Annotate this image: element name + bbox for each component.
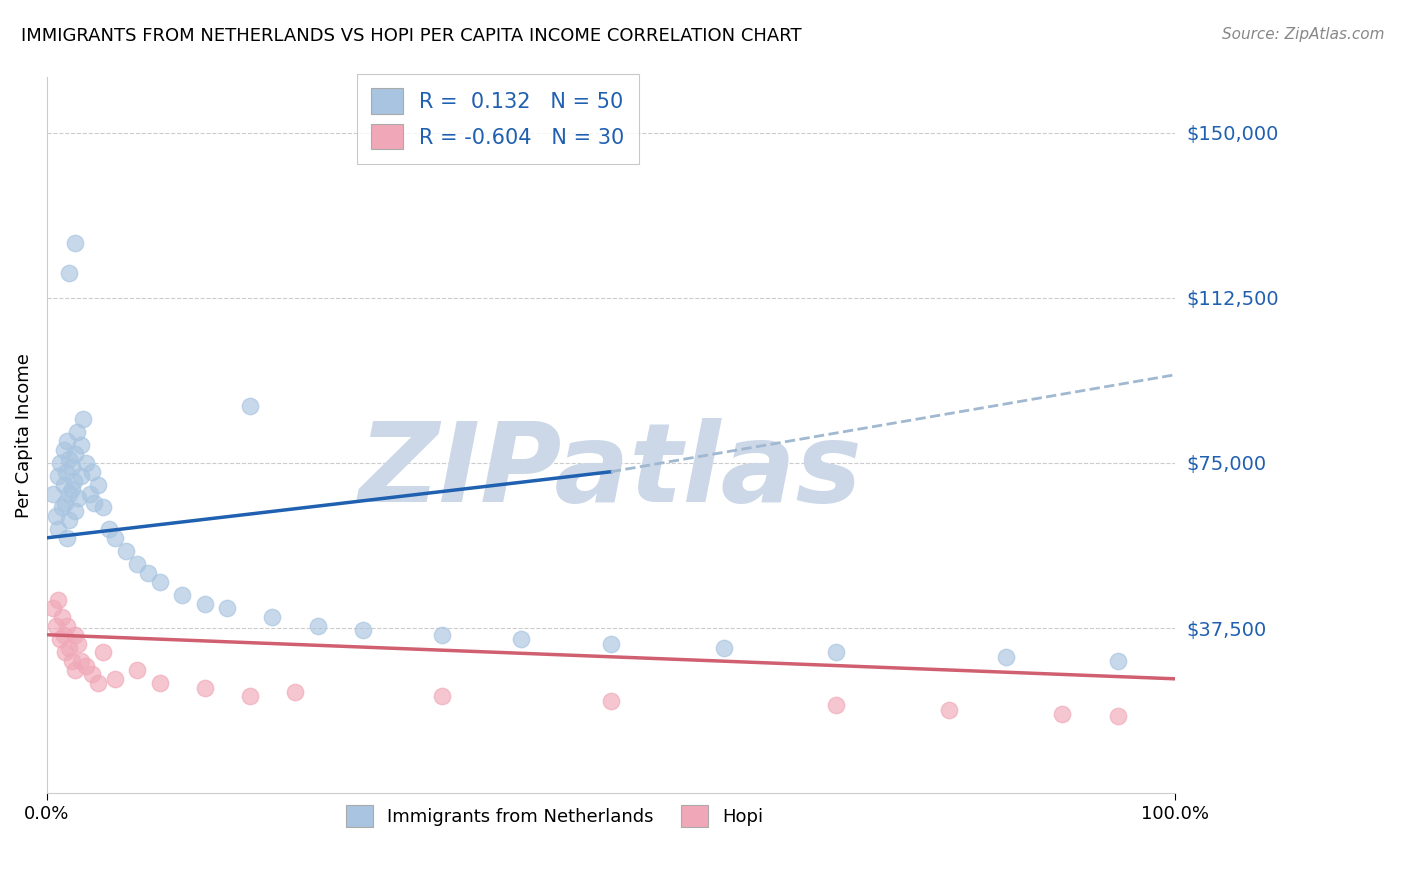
Point	[103, 531, 125, 545]
Point	[58, 487, 80, 501]
Point	[63, 447, 86, 461]
Point	[307, 619, 329, 633]
Point	[56, 434, 79, 448]
Point	[239, 690, 262, 704]
Point	[60, 483, 83, 497]
Point	[262, 610, 284, 624]
Point	[45, 508, 67, 523]
Point	[86, 676, 108, 690]
Point	[352, 624, 374, 638]
Point	[1107, 709, 1129, 723]
Text: Source: ZipAtlas.com: Source: ZipAtlas.com	[1222, 27, 1385, 42]
Point	[63, 474, 86, 488]
Point	[51, 500, 73, 514]
Point	[53, 645, 76, 659]
Point	[49, 632, 72, 647]
Point	[52, 442, 75, 457]
Point	[217, 601, 239, 615]
Point	[69, 469, 91, 483]
Point	[66, 425, 89, 439]
Point	[91, 500, 114, 514]
Point	[80, 667, 103, 681]
Point	[60, 460, 83, 475]
Point	[46, 592, 69, 607]
Legend: Immigrants from Netherlands, Hopi: Immigrants from Netherlands, Hopi	[339, 798, 770, 834]
Point	[284, 685, 307, 699]
Point	[58, 451, 80, 466]
Point	[172, 588, 194, 602]
Point	[825, 645, 848, 659]
Point	[56, 531, 79, 545]
Text: ZIPatlas: ZIPatlas	[359, 417, 863, 524]
Point	[49, 456, 72, 470]
Point	[67, 636, 90, 650]
Point	[75, 456, 97, 470]
Point	[239, 399, 262, 413]
Point	[46, 522, 69, 536]
Point	[599, 694, 621, 708]
Point	[60, 654, 83, 668]
Point	[127, 558, 149, 572]
Text: IMMIGRANTS FROM NETHERLANDS VS HOPI PER CAPITA INCOME CORRELATION CHART: IMMIGRANTS FROM NETHERLANDS VS HOPI PER …	[21, 27, 801, 45]
Point	[80, 465, 103, 479]
Point	[58, 267, 80, 281]
Point	[52, 628, 75, 642]
Point	[86, 478, 108, 492]
Point	[52, 478, 75, 492]
Point	[41, 487, 63, 501]
Point	[430, 628, 453, 642]
Point	[51, 610, 73, 624]
Point	[69, 654, 91, 668]
Point	[63, 663, 86, 677]
Point	[825, 698, 848, 713]
Point	[72, 412, 94, 426]
Point	[58, 640, 80, 655]
Point	[75, 658, 97, 673]
Point	[509, 632, 531, 647]
Point	[1050, 707, 1073, 722]
Point	[97, 522, 120, 536]
Point	[115, 544, 138, 558]
Point	[103, 672, 125, 686]
Point	[58, 513, 80, 527]
Point	[599, 636, 621, 650]
Point	[46, 469, 69, 483]
Point	[127, 663, 149, 677]
Point	[194, 681, 217, 695]
Point	[63, 504, 86, 518]
Point	[79, 487, 101, 501]
Point	[63, 235, 86, 250]
Point	[41, 601, 63, 615]
Point	[194, 597, 217, 611]
Point	[430, 690, 453, 704]
Point	[1107, 654, 1129, 668]
Point	[45, 619, 67, 633]
Point	[53, 495, 76, 509]
Point	[67, 491, 90, 505]
Point	[149, 574, 172, 589]
Point	[713, 640, 735, 655]
Point	[138, 566, 160, 580]
Point	[91, 645, 114, 659]
Point	[55, 465, 77, 479]
Y-axis label: Per Capita Income: Per Capita Income	[15, 353, 32, 518]
Point	[149, 676, 172, 690]
Point	[938, 703, 960, 717]
Point	[83, 495, 105, 509]
Point	[69, 438, 91, 452]
Point	[994, 649, 1017, 664]
Point	[63, 628, 86, 642]
Point	[56, 619, 79, 633]
